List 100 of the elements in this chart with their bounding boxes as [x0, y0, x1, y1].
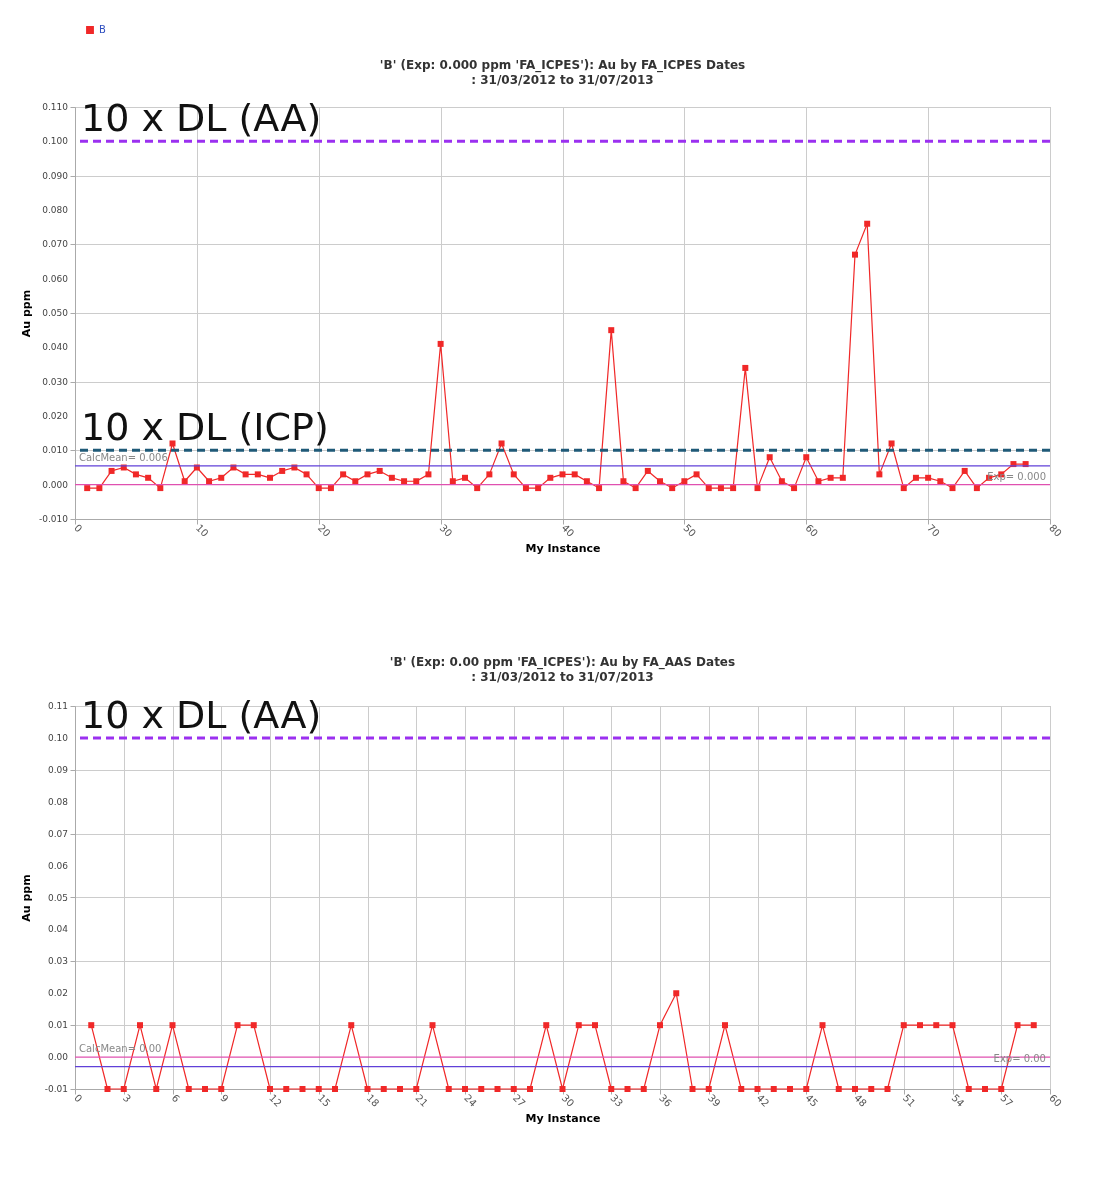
point — [429, 1022, 436, 1029]
point — [348, 1022, 355, 1029]
y-tick-label: 0.030 — [42, 376, 69, 387]
point — [754, 1086, 761, 1092]
x-tick-label: 36 — [656, 1092, 674, 1110]
x-tick-label: 18 — [364, 1092, 382, 1110]
y-tick-label: 0.09 — [47, 764, 69, 775]
y-tick-label: 0.060 — [42, 273, 69, 284]
x-tick-label: 6 — [169, 1092, 182, 1105]
point — [787, 1086, 793, 1092]
x-tick-label: 51 — [900, 1092, 918, 1110]
x-tick-label: 70 — [925, 522, 942, 540]
point — [917, 1022, 923, 1029]
y-tick-label: 0.04 — [47, 924, 69, 935]
point — [543, 1022, 550, 1029]
x-tick-label: 33 — [608, 1092, 625, 1110]
y-tick-label: 0.06 — [47, 860, 69, 871]
point — [380, 1086, 387, 1092]
x-tick-label: 12 — [266, 1092, 284, 1110]
point — [185, 1086, 192, 1092]
y-tick-label: 0.01 — [47, 1020, 68, 1031]
x-tick-label: 27 — [510, 1092, 528, 1110]
point — [332, 1086, 338, 1092]
point — [933, 1022, 940, 1029]
x-tick-label: 39 — [705, 1092, 723, 1110]
y-tick-label: 0.080 — [42, 205, 69, 215]
legend-label: B — [99, 24, 106, 35]
point — [153, 1086, 160, 1092]
x-tick-label: 24 — [461, 1092, 479, 1110]
x-tick-label: 40 — [559, 522, 577, 540]
y-tick-label: 0.11 — [47, 701, 68, 711]
point — [202, 1086, 208, 1092]
x-tick-label: 57 — [998, 1092, 1015, 1110]
x-tick-label: 80 — [1046, 522, 1064, 540]
point — [494, 1086, 501, 1092]
point — [575, 1022, 582, 1029]
x-tick-label: 30 — [559, 1092, 577, 1110]
y-tick-label: -0.01 — [44, 1084, 68, 1094]
y-tick-label: 0.05 — [47, 892, 68, 903]
point — [592, 1022, 598, 1029]
chart-subtitle: : 31/03/2012 to 31/07/2013 — [471, 669, 654, 684]
y-tick-label: 0.10 — [47, 732, 69, 743]
x-tick-label: 21 — [413, 1092, 430, 1110]
point — [657, 1022, 663, 1029]
x-tick-label: 45 — [803, 1092, 820, 1110]
x-tick-label: 60 — [1046, 1092, 1064, 1110]
y-tick-label: 0.010 — [42, 445, 69, 456]
x-tick-label: 15 — [315, 1092, 333, 1110]
y-tick-label: 0.07 — [47, 828, 68, 839]
point — [770, 1086, 777, 1092]
x-tick-label: 30 — [437, 522, 455, 540]
y-tick-label: 0.020 — [42, 411, 69, 421]
point — [819, 1022, 826, 1029]
y-tick-label: 0.00 — [47, 1052, 69, 1063]
point — [283, 1086, 290, 1092]
point — [835, 1086, 842, 1092]
x-axis-title: My Instance — [525, 542, 601, 556]
point — [478, 1086, 485, 1092]
ref-line-label: 10 x DL (AA) — [81, 96, 322, 141]
point — [315, 1086, 322, 1092]
point — [738, 1086, 745, 1092]
point — [949, 1022, 956, 1029]
x-tick-label: 60 — [803, 522, 820, 540]
x-tick-label: 3 — [120, 1092, 133, 1105]
y-axis-title: Au ppm — [20, 874, 33, 922]
point — [234, 1022, 241, 1029]
chart-subtitle: : 31/03/2012 to 31/07/2013 — [471, 73, 654, 88]
y-tick-label: 0.02 — [47, 988, 68, 999]
point — [689, 1086, 696, 1092]
point — [88, 1022, 95, 1029]
point — [510, 1086, 517, 1092]
point — [982, 1086, 988, 1092]
y-tick-label: 0.040 — [42, 342, 69, 353]
point — [640, 1086, 647, 1092]
x-tick-label: 9 — [218, 1092, 231, 1105]
point — [868, 1086, 875, 1092]
point — [137, 1022, 143, 1029]
y-tick-label: 0.110 — [42, 102, 69, 112]
y-axis-title: Au ppm — [20, 289, 33, 338]
point — [624, 1086, 631, 1092]
x-tick-label: 20 — [315, 522, 333, 540]
point — [705, 1086, 712, 1092]
point — [250, 1022, 257, 1029]
y-tick-label: 0.03 — [47, 956, 68, 967]
point — [1014, 1022, 1021, 1029]
point — [884, 1086, 891, 1092]
point — [299, 1086, 306, 1092]
point — [364, 1086, 371, 1092]
point — [169, 1022, 176, 1029]
point — [527, 1086, 533, 1092]
x-tick-label: 10 — [193, 522, 211, 540]
point — [397, 1086, 403, 1092]
x-axis-title: My Instance — [525, 1112, 601, 1126]
y-tick-label: 0.090 — [42, 170, 69, 181]
y-tick-label: 0.100 — [42, 136, 69, 147]
point — [722, 1022, 728, 1029]
ref-line-label: 10 x DL (AA) — [81, 692, 322, 737]
point — [673, 990, 680, 997]
point — [900, 1022, 907, 1029]
point — [445, 1086, 452, 1092]
